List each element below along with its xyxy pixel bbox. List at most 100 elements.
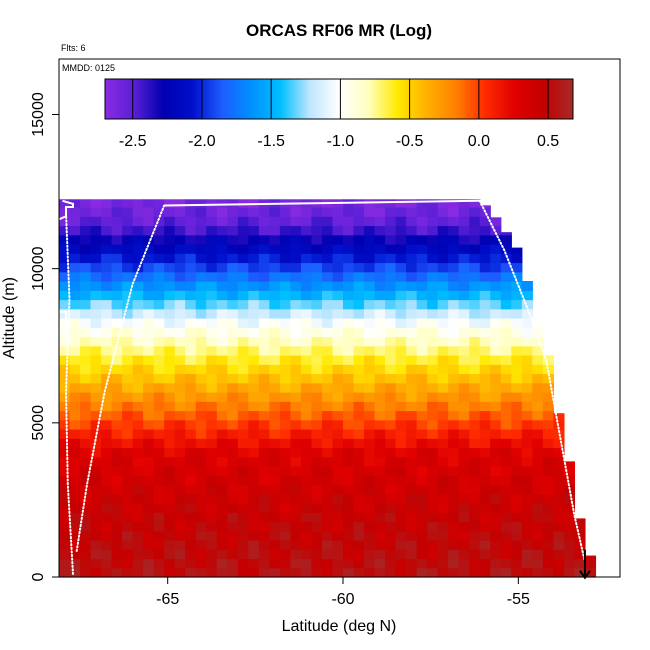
heatmap-cell — [80, 364, 92, 375]
heatmap-cell — [353, 521, 365, 532]
heatmap-cell — [469, 345, 481, 356]
heatmap-cell — [437, 207, 449, 217]
heatmap-cell — [490, 318, 502, 328]
heatmap-cell — [490, 217, 502, 227]
heatmap-cell — [532, 392, 544, 402]
heatmap-cell — [258, 521, 270, 532]
heatmap-cell — [406, 456, 418, 467]
heatmap-cell — [290, 521, 302, 532]
heatmap-cell — [532, 318, 544, 328]
heatmap-cell — [101, 558, 113, 569]
heatmap-cell — [69, 530, 81, 541]
heatmap-cell — [511, 558, 523, 569]
heatmap-cell — [69, 244, 81, 254]
heatmap-cell — [237, 466, 249, 476]
heatmap-cell — [364, 484, 376, 495]
heatmap-cell — [300, 281, 313, 291]
heatmap-cell — [195, 199, 207, 208]
heatmap-cell — [143, 447, 155, 458]
heatmap-cell — [122, 318, 134, 328]
heatmap-cell — [279, 234, 292, 245]
heatmap-cell — [174, 512, 186, 523]
heatmap-cell — [279, 549, 292, 560]
heatmap-cell — [269, 271, 281, 282]
heatmap-cell — [542, 466, 554, 476]
x-axis-label: Latitude (deg N) — [282, 618, 397, 635]
heatmap-cell — [479, 558, 491, 569]
heatmap-cell — [195, 456, 207, 467]
heatmap-cell — [321, 401, 334, 412]
heatmap-cell — [90, 530, 102, 541]
heatmap-cell — [143, 373, 155, 384]
heatmap-cell — [395, 199, 407, 208]
heatmap-cell — [458, 382, 470, 393]
heatmap-cell — [490, 503, 502, 513]
heatmap-cell — [500, 401, 512, 412]
heatmap-cell — [216, 447, 228, 458]
heatmap-cell — [216, 345, 228, 356]
heatmap-cell — [469, 244, 481, 254]
heatmap-cell — [164, 373, 176, 384]
heatmap-cell — [532, 373, 544, 384]
heatmap-cell — [511, 466, 523, 476]
heatmap-cell — [500, 475, 512, 486]
heatmap-cell — [290, 336, 302, 347]
heatmap-cell — [395, 336, 407, 347]
heatmap-cell — [101, 466, 113, 476]
heatmap-cell — [364, 549, 376, 560]
heatmap-cell — [195, 207, 207, 217]
heatmap-cell — [448, 262, 460, 273]
heatmap-cell — [258, 271, 270, 282]
heatmap-cell — [490, 530, 502, 541]
heatmap-cell — [458, 567, 470, 578]
heatmap-cell — [290, 262, 302, 273]
heatmap-cell — [542, 475, 554, 486]
heatmap-cell — [321, 567, 334, 578]
heatmap-cell — [406, 299, 418, 310]
heatmap-cell — [500, 281, 512, 291]
heatmap-cell — [332, 447, 344, 458]
heatmap-cell — [343, 512, 355, 523]
heatmap-cell — [206, 373, 218, 384]
heatmap-cell — [59, 299, 71, 310]
heatmap-cell — [332, 225, 344, 236]
heatmap-cell — [111, 262, 123, 273]
heatmap-cell — [374, 475, 386, 486]
heatmap-cell — [132, 466, 144, 476]
heatmap-cell — [237, 262, 249, 273]
heatmap-cell — [458, 308, 470, 319]
heatmap-cell — [101, 336, 113, 347]
heatmap-cell — [469, 530, 481, 541]
heatmap-cell — [406, 401, 418, 412]
heatmap-cell — [374, 447, 386, 458]
heatmap-cell — [206, 456, 218, 467]
heatmap-cell — [374, 530, 386, 541]
heatmap-cell — [448, 382, 460, 393]
heatmap-cell — [542, 447, 554, 458]
heatmap-cell — [143, 216, 155, 227]
heatmap-cell — [406, 345, 418, 356]
heatmap-cell — [269, 299, 281, 310]
heatmap-cell — [511, 503, 523, 513]
heatmap-cell — [132, 199, 144, 208]
heatmap-cell — [195, 234, 207, 245]
heatmap-cell — [122, 392, 134, 402]
heatmap-cell — [59, 234, 71, 245]
heatmap-cell — [206, 401, 218, 412]
heatmap-cell — [321, 234, 334, 245]
heatmap-cell — [69, 447, 81, 458]
heatmap-cell — [237, 558, 249, 569]
heatmap-cell — [279, 382, 292, 393]
heatmap-cell — [427, 410, 439, 421]
heatmap-cell — [185, 549, 197, 560]
heatmap-cell — [174, 429, 186, 439]
heatmap-cell — [448, 410, 460, 421]
heatmap-cell — [427, 419, 439, 430]
heatmap-cell — [364, 207, 376, 217]
heatmap-cell — [174, 355, 186, 365]
heatmap-cell — [132, 225, 144, 236]
heatmap-cell — [364, 253, 376, 264]
heatmap-cell — [427, 290, 439, 301]
heatmap-cell — [153, 234, 165, 245]
heatmap-cell — [237, 336, 249, 347]
